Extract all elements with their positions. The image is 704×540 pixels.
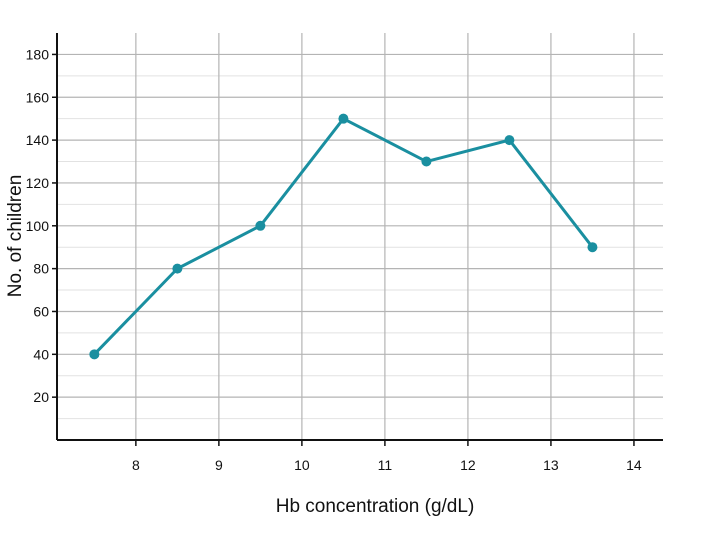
x-tick-label: 11 <box>378 457 393 473</box>
y-tick-label: 180 <box>26 46 50 62</box>
data-point <box>172 263 183 274</box>
y-tick-label: 160 <box>26 89 50 105</box>
y-tick-label: 80 <box>33 261 49 277</box>
x-tick-label: 14 <box>626 457 642 473</box>
data-point <box>587 242 598 253</box>
x-tick-label: 12 <box>460 457 476 473</box>
x-tick-label: 10 <box>294 457 310 473</box>
x-tick-label: 8 <box>132 457 140 473</box>
data-point <box>255 220 266 231</box>
y-axis-title: No. of children <box>5 175 26 298</box>
y-tick-label: 120 <box>26 175 50 191</box>
y-tick-label: 20 <box>33 389 49 405</box>
data-point <box>504 135 515 146</box>
series-line <box>93 117 594 356</box>
data-point <box>89 349 100 360</box>
axes <box>52 33 663 446</box>
major-gridlines <box>57 33 663 440</box>
tick-labels: 20 40 60 80 100 120 140 160 180 8 9 10 11 12 13 14 <box>26 46 642 473</box>
y-tick-label: 60 <box>33 303 49 319</box>
series-layer <box>89 113 598 360</box>
data-point <box>421 156 432 167</box>
y-tick-label: 40 <box>33 346 49 362</box>
x-tick-label: 13 <box>543 457 559 473</box>
data-point <box>338 113 349 124</box>
x-tick-label: 9 <box>215 457 223 473</box>
x-axis-title: Hb concentration (g/dL) <box>276 496 475 517</box>
y-tick-label: 100 <box>26 218 50 234</box>
y-tick-label: 140 <box>26 132 50 148</box>
